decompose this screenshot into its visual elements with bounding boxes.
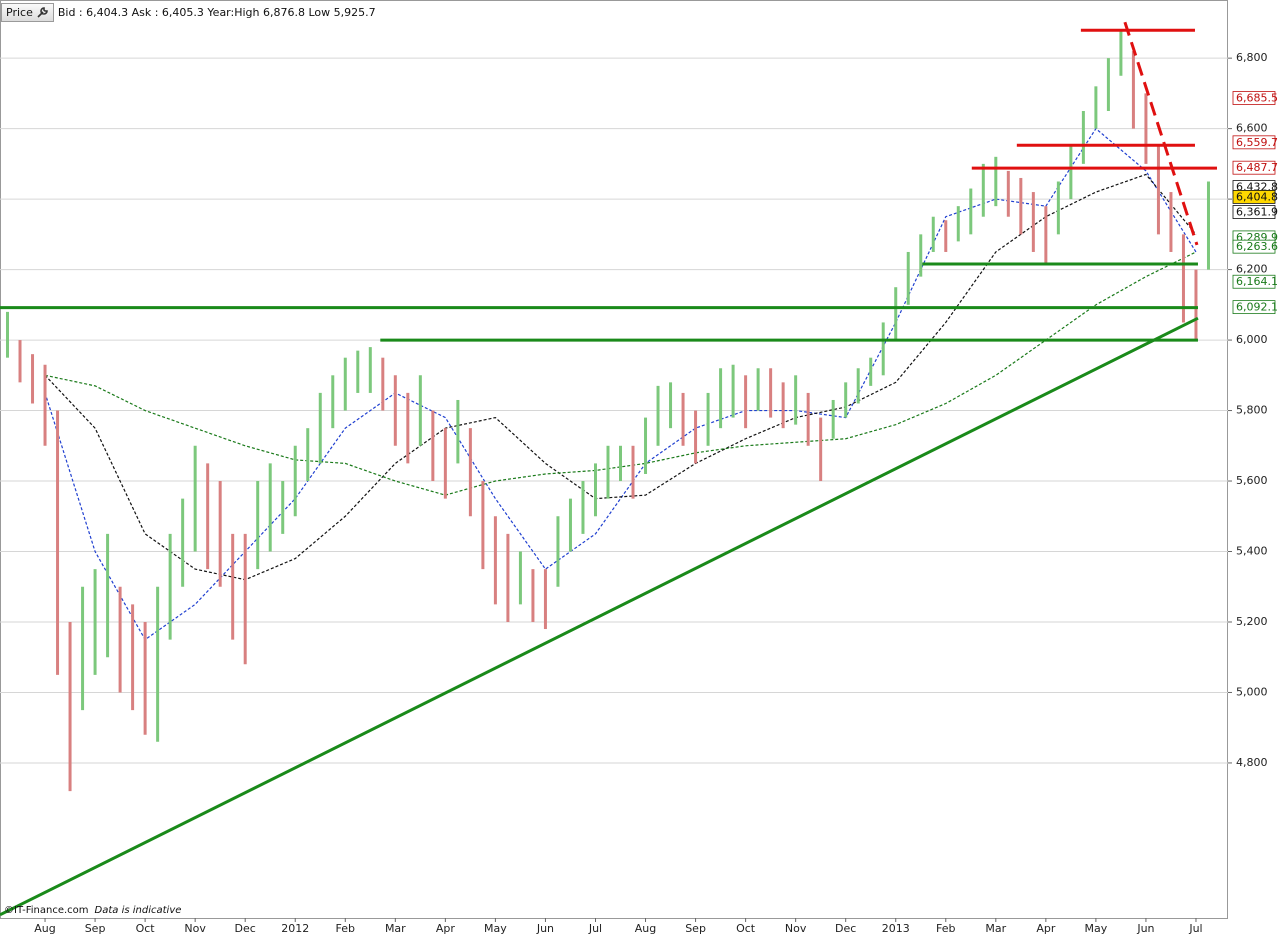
x-tick-label: Oct xyxy=(136,922,156,935)
price-label-box xyxy=(1232,300,1276,315)
price-label: 6,404.8 xyxy=(1236,190,1278,203)
x-tick-label: 2012 xyxy=(281,922,309,935)
price-label: 6,685.5 xyxy=(1236,91,1278,104)
x-tick-label: Jun xyxy=(536,922,554,935)
price-button[interactable]: Price xyxy=(1,2,54,22)
x-tick-label: Sep xyxy=(685,922,706,935)
x-tick-label: Mar xyxy=(385,922,406,935)
plot xyxy=(0,21,1217,917)
y-tick-label: 5,800 xyxy=(1236,404,1268,417)
moving-average xyxy=(44,173,1197,581)
x-tick-label: Nov xyxy=(184,922,206,935)
y-tick-label: 5,000 xyxy=(1236,685,1268,698)
x-tick-label: Oct xyxy=(736,922,756,935)
header: Price Bid : 6,404.3 Ask : 6,405.3 Year:H… xyxy=(1,2,376,22)
x-tick-label: Jul xyxy=(588,922,602,935)
source: ©IT-Finance.com xyxy=(4,905,89,916)
footer: ©IT-Finance.com Data is indicative xyxy=(4,905,181,916)
y-tick-label: 6,800 xyxy=(1236,51,1268,64)
price-button-label[interactable]: Price xyxy=(6,5,33,19)
quote: Bid : 6,404.3 Ask : 6,405.3 Year:High 6,… xyxy=(57,5,376,19)
price-label: 6,559.7 xyxy=(1236,136,1278,149)
wrench-icon[interactable] xyxy=(36,6,49,19)
price-label-box xyxy=(1232,205,1276,219)
price-label: 6,263.6 xyxy=(1236,240,1278,253)
price-label-box xyxy=(1232,91,1276,105)
y-tick-label: 4,800 xyxy=(1236,756,1268,769)
x-tick-label: Mar xyxy=(985,922,1006,935)
trend-line xyxy=(0,316,1199,917)
x-tick-label: Feb xyxy=(936,922,955,935)
y-tick-label: 6,600 xyxy=(1236,122,1268,135)
y-tick-label: 5,600 xyxy=(1236,474,1268,487)
price-label: 6,361.9 xyxy=(1236,206,1278,219)
price-label-box xyxy=(1232,239,1276,254)
y-tick-label: 5,400 xyxy=(1236,545,1268,558)
moving-average xyxy=(44,127,1197,641)
x-tick-label: Feb xyxy=(336,922,355,935)
x-tick-label: May xyxy=(484,922,507,935)
x-tick-label: Sep xyxy=(85,922,106,935)
trend-line xyxy=(1123,21,1199,246)
y-tick-label: 6,000 xyxy=(1236,333,1268,346)
x-tick-label: Apr xyxy=(436,922,456,935)
plot-background xyxy=(0,0,1228,919)
x-tick-label: Aug xyxy=(635,922,656,935)
x-tick-label: Nov xyxy=(785,922,807,935)
x-tick-label: 2013 xyxy=(882,922,910,935)
disclaimer: Data is indicative xyxy=(94,905,182,916)
price-label-box xyxy=(1232,190,1276,204)
price-label: 6,092.1 xyxy=(1236,301,1278,314)
x-tick-label: May xyxy=(1085,922,1108,935)
price-label-box xyxy=(1232,274,1276,289)
x-tick-label: Dec xyxy=(835,922,856,935)
price-label: 6,487.7 xyxy=(1236,161,1278,174)
price-label-box xyxy=(1232,160,1276,175)
x-tick-label: Dec xyxy=(235,922,256,935)
x-tick-label: Apr xyxy=(1036,922,1056,935)
y-tick-label: 6,200 xyxy=(1236,263,1268,276)
y-tick-label: 5,200 xyxy=(1236,615,1268,628)
x-tick-label: Aug xyxy=(34,922,55,935)
price-label-box xyxy=(1232,135,1276,150)
x-tick-label: Jun xyxy=(1136,922,1154,935)
x-tick-label: Jul xyxy=(1188,922,1202,935)
price-label: 6,164.1 xyxy=(1236,275,1278,288)
